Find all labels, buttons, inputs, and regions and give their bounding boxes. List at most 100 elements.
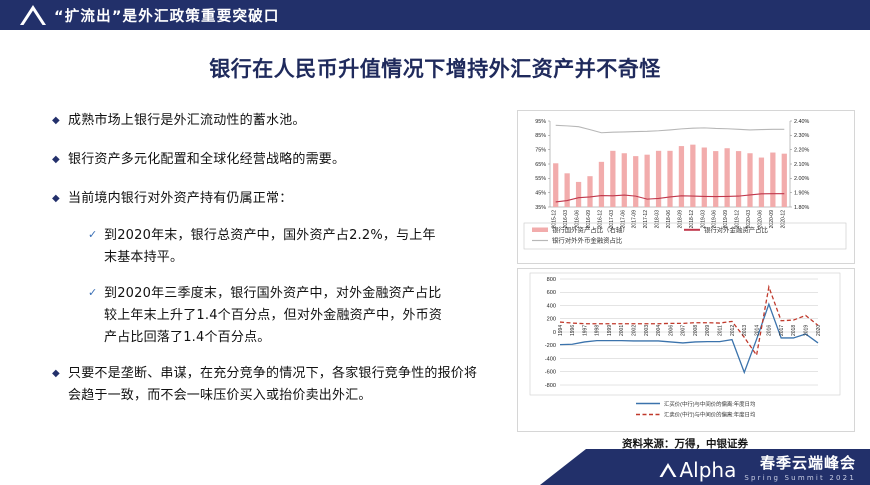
- svg-text:2016: 2016: [767, 325, 773, 336]
- svg-text:2016-12: 2016-12: [597, 210, 603, 229]
- svg-text:2016-03: 2016-03: [563, 210, 569, 229]
- sub-bullet-list: ✓ 到2020年末，银行总资产中，国外资产占2.2%，与上年末基本持平。 ✓ 到…: [88, 225, 492, 349]
- svg-text:2020-09: 2020-09: [769, 210, 775, 229]
- chart-bank-foreign-assets: 35% 45% 55% 65% 75% 85% 95% 1.80% 1.90% 2.00% 2.10…: [517, 110, 855, 264]
- footer-en-subtitle: Spring Summit 2021: [744, 474, 856, 482]
- svg-text:2002: 2002: [632, 325, 638, 336]
- svg-text:2009: 2009: [705, 325, 711, 336]
- source-note: 资料来源：万得，中银证券: [622, 438, 748, 450]
- svg-text:1.90%: 1.90%: [794, 190, 809, 196]
- svg-text:银行对外金融资产占比: 银行对外金融资产占比: [704, 225, 769, 234]
- svg-text:95%: 95%: [535, 119, 546, 125]
- svg-text:银行国外资产占比（右轴）: 银行国外资产占比（右轴）: [552, 225, 629, 234]
- svg-text:2017-09: 2017-09: [632, 210, 638, 229]
- svg-text:2020-12: 2020-12: [780, 210, 786, 229]
- alpha-text: Alpha: [679, 458, 737, 482]
- svg-text:2004: 2004: [656, 325, 662, 336]
- svg-text:35%: 35%: [535, 205, 546, 211]
- svg-text:2011: 2011: [718, 325, 724, 336]
- svg-text:2019: 2019: [804, 325, 810, 336]
- footer-cn-title: 春季云端峰会: [759, 454, 856, 472]
- svg-text:65%: 65%: [535, 162, 546, 168]
- svg-text:2014: 2014: [754, 325, 760, 336]
- svg-text:45%: 45%: [535, 190, 546, 196]
- svg-text:汇卖价(中行)与中间价的偏离:年度日均: 汇卖价(中行)与中间价的偏离:年度日均: [664, 411, 755, 419]
- svg-text:2012: 2012: [730, 325, 736, 336]
- svg-text:2017-12: 2017-12: [643, 210, 649, 229]
- svg-text:200: 200: [547, 317, 556, 323]
- svg-text:2016-06: 2016-06: [575, 210, 581, 229]
- svg-text:55%: 55%: [535, 176, 546, 182]
- svg-text:2020: 2020: [816, 325, 822, 336]
- svg-text:-400: -400: [545, 356, 556, 362]
- list-item-label: 只要不是垄断、串谋，在充分竞争的情况下，各家银行竞争性的报价将会趋于一致，而不会…: [68, 366, 478, 403]
- diamond-bullet-icon: ◆: [52, 368, 60, 379]
- list-item: ◆ 只要不是垄断、串谋，在充分竞争的情况下，各家银行竞争性的报价将会趋于一致，而…: [52, 363, 492, 407]
- chart-2-canvas: 800 600 400 200 0 -200 -400 -600 -800 1994 1996 199…: [529, 272, 841, 419]
- svg-text:2019-03: 2019-03: [700, 210, 706, 229]
- list-item-label: 到2020年末，银行总资产中，国外资产占2.2%，与上年末基本持平。: [104, 228, 436, 265]
- svg-text:400: 400: [547, 303, 556, 309]
- alpha-wordmark: Alpha: [658, 458, 736, 482]
- svg-text:0: 0: [553, 330, 556, 336]
- svg-text:75%: 75%: [535, 147, 546, 153]
- svg-text:85%: 85%: [535, 133, 546, 139]
- svg-text:2020-03: 2020-03: [746, 210, 752, 229]
- svg-text:汇买价(中行)与中间价的偏离:年度日均: 汇买价(中行)与中间价的偏离:年度日均: [664, 400, 755, 408]
- chart-fx-spread-deviation: 800 600 400 200 0 -200 -400 -600 -800 1994 1996 199…: [517, 268, 855, 432]
- svg-text:2006: 2006: [668, 325, 674, 336]
- page-title: 银行在人民币升值情况下增持外汇资产并不奇怪: [209, 57, 661, 81]
- svg-text:800: 800: [547, 277, 556, 283]
- svg-text:2.30%: 2.30%: [794, 133, 809, 139]
- svg-text:1998: 1998: [595, 325, 601, 336]
- footer: Alpha 春季云端峰会 Spring Summit 2021: [0, 449, 870, 485]
- svg-text:银行对外外币金融资占比: 银行对外外币金融资占比: [552, 236, 623, 245]
- svg-text:1.80%: 1.80%: [794, 205, 809, 211]
- list-item: ✓ 到2020年三季度末，银行国外资产中，对外金融资产占比较上年末上升了1.4个…: [88, 283, 492, 349]
- footer-brand: Alpha 春季云端峰会 Spring Summit 2021: [658, 452, 856, 482]
- svg-text:2016-09: 2016-09: [586, 210, 592, 229]
- diamond-bullet-icon: ◆: [52, 193, 60, 204]
- check-bullet-icon: ✓: [88, 229, 98, 241]
- list-item-label: 到2020年三季度末，银行国外资产中，对外金融资产占比较上年末上升了1.4个百分…: [104, 286, 443, 345]
- svg-text:-600: -600: [545, 370, 556, 376]
- header-bar: “扩流出”是外汇政策重要突破口: [0, 0, 870, 30]
- diamond-bullet-icon: ◆: [52, 115, 60, 126]
- svg-text:2015-12: 2015-12: [552, 210, 558, 229]
- list-item-label: 银行资产多元化配置和全球化经营战略的需要。: [68, 152, 346, 167]
- chart-1-canvas: 35% 45% 55% 65% 75% 85% 95% 1.80% 1.90% 2.00% 2.10…: [523, 119, 847, 250]
- svg-text:-800: -800: [545, 383, 556, 389]
- svg-text:600: 600: [547, 290, 556, 296]
- footer-banner-shape: [540, 449, 870, 485]
- svg-text:2.00%: 2.00%: [794, 176, 809, 182]
- svg-text:2001: 2001: [619, 325, 625, 336]
- svg-text:-200: -200: [545, 343, 556, 349]
- svg-text:2020-06: 2020-06: [757, 210, 763, 229]
- svg-text:2018-03: 2018-03: [655, 210, 661, 229]
- bullet-list: ◆ 成熟市场上银行是外汇流动性的蓄水池。 ◆ 银行资产多元化配置和全球化经营战略…: [52, 110, 492, 424]
- svg-text:2019-12: 2019-12: [735, 210, 741, 229]
- list-item: ◆ 成熟市场上银行是外汇流动性的蓄水池。: [52, 110, 492, 132]
- list-item: ◆ 当前境内银行对外资产持有仍属正常：: [52, 188, 492, 210]
- svg-text:2018-06: 2018-06: [666, 210, 672, 229]
- list-item-label: 当前境内银行对外资产持有仍属正常：: [68, 191, 293, 206]
- svg-text:2013: 2013: [742, 325, 748, 336]
- svg-text:2017: 2017: [779, 325, 785, 336]
- svg-text:2.40%: 2.40%: [794, 119, 809, 125]
- list-item-label: 成熟市场上银行是外汇流动性的蓄水池。: [68, 113, 306, 128]
- svg-text:2019-06: 2019-06: [712, 210, 718, 229]
- footer-cn-block: 春季云端峰会 Spring Summit 2021: [744, 452, 856, 482]
- svg-text:1999: 1999: [607, 325, 613, 336]
- header-title: “扩流出”是外汇政策重要突破口: [54, 8, 280, 25]
- svg-text:1994: 1994: [558, 325, 564, 336]
- svg-text:2018-12: 2018-12: [689, 210, 695, 229]
- check-bullet-icon: ✓: [88, 287, 98, 299]
- svg-text:1996: 1996: [570, 325, 576, 336]
- svg-text:2003: 2003: [644, 325, 650, 336]
- svg-text:2017-03: 2017-03: [609, 210, 615, 229]
- triangle-a-logo-icon: [16, 0, 50, 30]
- list-item: ✓ 到2020年末，银行总资产中，国外资产占2.2%，与上年末基本持平。: [88, 225, 492, 269]
- svg-text:2008: 2008: [693, 325, 699, 336]
- svg-text:2018-09: 2018-09: [677, 210, 683, 229]
- svg-text:2.10%: 2.10%: [794, 162, 809, 168]
